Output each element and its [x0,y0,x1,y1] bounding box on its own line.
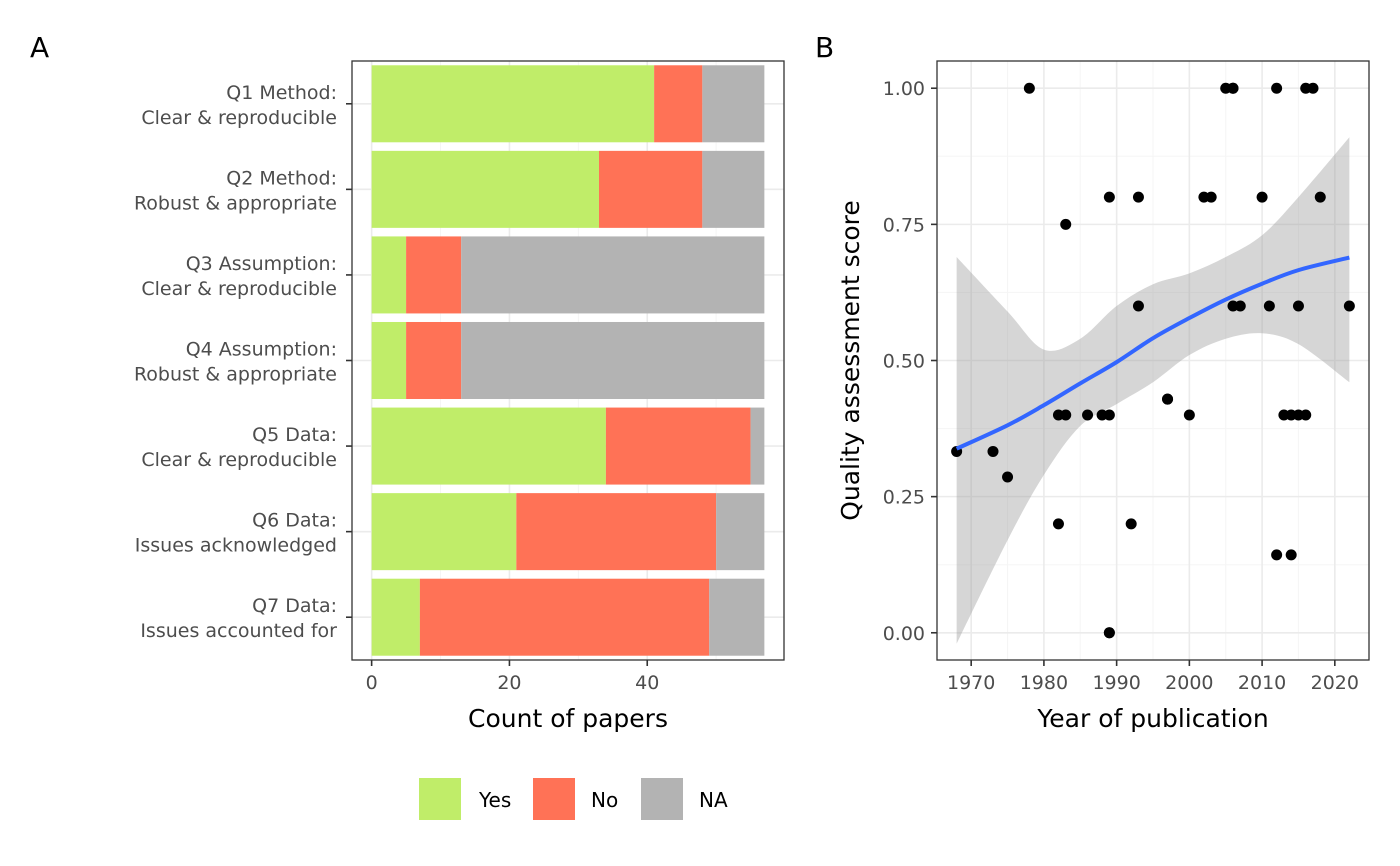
bar-yes [371,407,606,485]
data-point [1300,409,1312,421]
y-tick-label: 0.00 [883,623,925,645]
legend-label-yes: Yes [478,788,511,812]
x-tick-label: 2020 [1311,672,1359,694]
bar-na [750,407,765,485]
data-point [1060,218,1072,230]
y-tick-label: Robust & appropriate [134,364,337,386]
bar-yes [371,65,655,143]
y-tick-label: 0.50 [883,351,925,373]
bar-no [654,65,703,143]
data-point [1256,191,1268,203]
data-point [1125,518,1137,530]
y-tick-label: Clear & reproducible [141,107,337,129]
data-point [1052,518,1064,530]
y-tick-label: 0.25 [883,487,925,509]
y-tick-label: Clear & reproducible [141,449,337,471]
data-point [1162,393,1174,405]
bar-yes [371,236,407,314]
data-point [1103,627,1115,639]
bar-yes [371,578,420,656]
data-point [1002,471,1014,483]
data-point [1060,409,1072,421]
x-axis-title: Year of publication [1036,704,1268,733]
data-point [1263,300,1275,312]
trend-line [955,255,1350,451]
x-tick-label: 1990 [1092,672,1140,694]
x-tick-label: 1970 [947,672,995,694]
bar-na [716,493,765,571]
data-point [1082,409,1094,421]
y-tick-label: Issues acknowledged [135,535,337,557]
panel-tag-b: B [815,31,834,64]
data-point [1103,191,1115,203]
data-point [1234,300,1246,312]
data-point [1132,300,1144,312]
x-tick-label: 2000 [1165,672,1213,694]
data-point [1292,300,1304,312]
y-tick-label: Clear & reproducible [141,278,337,300]
y-axis-title: Quality assessment score [836,200,865,521]
bar-no [599,150,703,228]
data-point [1132,191,1144,203]
confidence-ribbon [956,137,1350,644]
data-point [1183,409,1195,421]
bar-no [406,321,462,400]
y-tick-label: Robust & appropriate [134,192,337,214]
legend-key-yes [419,778,461,820]
y-tick-label: Q5 Data: [252,424,337,446]
bar-yes [371,150,600,228]
legend-key-na [641,778,683,820]
data-point [1285,549,1297,561]
data-point [1227,82,1239,94]
y-tick-label: Q7 Data: [252,595,337,617]
bar-na [709,578,765,656]
data-point [1314,191,1326,203]
y-tick-label: 1.00 [883,78,925,100]
bar-no [516,493,717,571]
x-tick-label: 20 [497,672,521,694]
bar-chart-panel: Q1 Method: Clear & reproducible Q2 Method:… [134,60,785,733]
legend-key-no [533,778,575,820]
x-tick-label: 40 [635,672,659,694]
bar-na [461,321,765,400]
bar-no [419,578,710,656]
y-tick-label: Q1 Method: [226,82,337,104]
bar-yes [371,321,407,400]
y-tick-label: Q4 Assumption: [186,339,337,361]
data-point [1205,191,1217,203]
data-point [1307,82,1319,94]
x-tick-label: 1980 [1020,672,1068,694]
y-tick-label: Q6 Data: [252,510,337,532]
bar-no [406,236,462,314]
bar-no [605,407,751,485]
y-tick-label: Q3 Assumption: [186,253,337,275]
bar-yes [371,493,517,571]
data-point [1271,549,1283,561]
data-point [1023,82,1035,94]
data-point [1103,409,1115,421]
scatter-chart-panel: 0.00 0.25 0.50 0.75 1.00 1970 1980 1990 2000 2010… [836,60,1370,733]
x-tick-label: 0 [366,672,378,694]
bar-na [702,65,765,143]
legend-label-na: NA [699,788,728,812]
legend: Yes No NA [419,778,728,820]
data-point [1271,82,1283,94]
y-tick-label: Q2 Method: [226,167,337,189]
panel-tag-a: A [30,31,49,64]
bar-na [702,150,765,228]
bar-na [461,236,765,314]
x-axis-title: Count of papers [468,704,668,733]
y-tick-label: Issues accounted for [140,620,337,642]
data-point [987,445,999,457]
y-tick-label: 0.75 [883,214,925,236]
legend-label-no: No [591,788,618,812]
data-point [1343,300,1355,312]
x-tick-label: 2010 [1238,672,1286,694]
